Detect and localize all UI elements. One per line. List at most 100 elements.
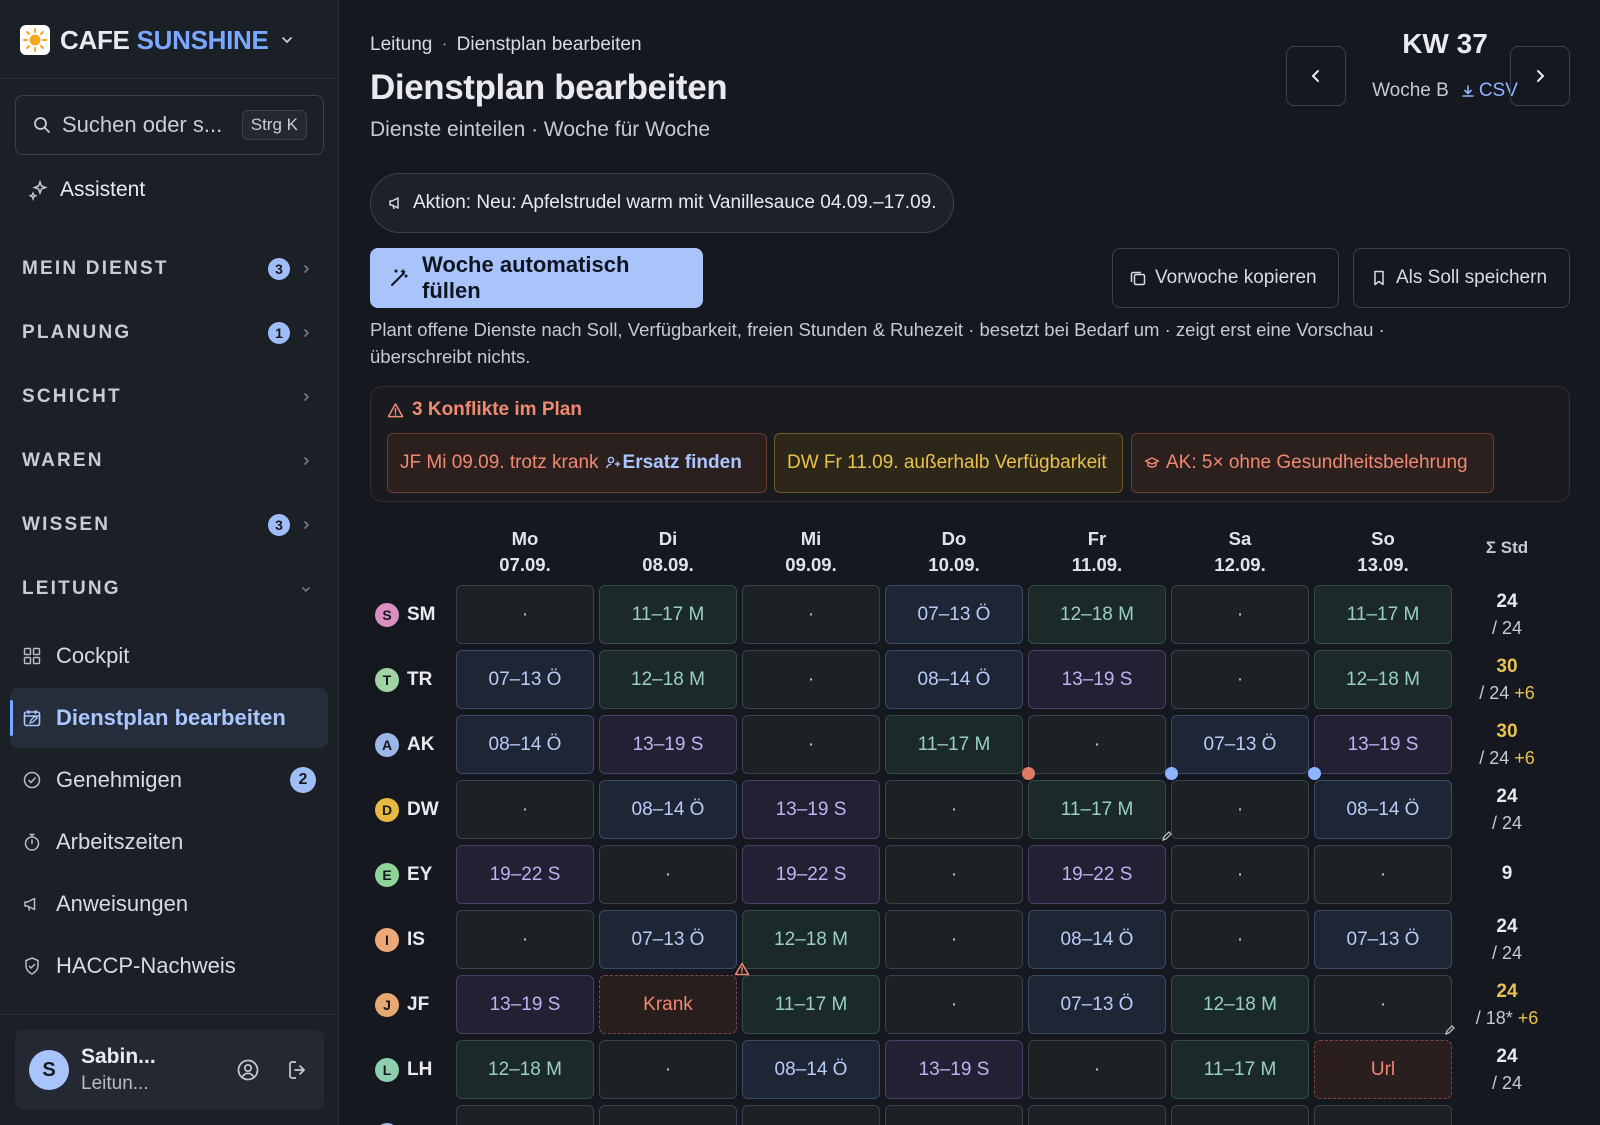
next-week-button[interactable]: [1510, 46, 1570, 106]
day-header: Fr 11.09.: [1028, 526, 1166, 578]
shift-cell[interactable]: 11–17 M: [742, 975, 880, 1034]
shift-cell[interactable]: ·: [599, 845, 737, 904]
sidebar-item-genehmigen[interactable]: Genehmigen 2: [10, 750, 328, 810]
shift-cell[interactable]: ·: [1028, 1040, 1166, 1099]
sidebar-item-cockpit[interactable]: Cockpit: [10, 626, 328, 686]
shift-cell[interactable]: ·: [1171, 650, 1309, 709]
shift-cell[interactable]: 08–14 Ö: [885, 650, 1023, 709]
save-as-target-button[interactable]: Als Soll speichern: [1353, 248, 1570, 308]
sidebar-section-schicht[interactable]: SCHICHT: [22, 382, 314, 412]
shift-cell[interactable]: ·: [885, 845, 1023, 904]
shift-cell[interactable]: 07–13 Ö: [456, 650, 594, 709]
shift-cell[interactable]: 13–19 S: [885, 1040, 1023, 1099]
shift-cell[interactable]: 07–13 Ö: [1171, 715, 1309, 774]
shift-cell[interactable]: ·: [1314, 975, 1452, 1034]
shift-cell[interactable]: 19–22 S: [456, 845, 594, 904]
shift-cell[interactable]: 08–14 Ö: [1028, 910, 1166, 969]
section-label: LEITUNG: [22, 578, 121, 599]
shift-cell[interactable]: 11–17 M: [1171, 1040, 1309, 1099]
shift-cell[interactable]: 12–18 M: [1028, 585, 1166, 644]
shift-cell[interactable]: 11–17 M: [1028, 780, 1166, 839]
shift-cell[interactable]: 07–13 Ö: [1028, 975, 1166, 1034]
shift-cell[interactable]: ·: [456, 910, 594, 969]
shift-cell[interactable]: 12–18 M: [456, 1040, 594, 1099]
sidebar-section-waren[interactable]: WAREN: [22, 446, 314, 476]
shift-cell[interactable]: ·: [742, 650, 880, 709]
logout-icon[interactable]: [286, 1058, 310, 1082]
copy-last-week-button[interactable]: Vorwoche kopieren: [1112, 248, 1339, 308]
shift-cell[interactable]: ·: [742, 715, 880, 774]
shift-cell[interactable]: 11–17 M: [1314, 585, 1452, 644]
conflict-chip[interactable]: JF Mi 09.09. trotz krank Ersatz finden: [387, 433, 767, 493]
find-replacement-link[interactable]: Ersatz finden: [605, 452, 742, 474]
shift-cell[interactable]: 19–22 S: [742, 845, 880, 904]
shift-cell[interactable]: [1314, 1105, 1452, 1125]
resize-handle-icon[interactable]: [1161, 830, 1173, 842]
shift-cell[interactable]: ·: [1171, 585, 1309, 644]
autofill-week-button[interactable]: Woche automatisch füllen: [370, 248, 703, 308]
shift-cell[interactable]: ·: [1171, 780, 1309, 839]
shift-cell[interactable]: 12–18 M: [1314, 650, 1452, 709]
csv-export-link[interactable]: CSV: [1461, 80, 1518, 102]
sidebar-item-anweisungen[interactable]: Anweisungen: [10, 874, 328, 934]
shift-cell[interactable]: [742, 1105, 880, 1125]
count-badge: 1: [268, 322, 290, 344]
shift-cell[interactable]: ·: [885, 910, 1023, 969]
shift-cell[interactable]: 11–17 M: [885, 715, 1023, 774]
shift-cell[interactable]: 12–18 M: [742, 910, 880, 969]
profile-icon[interactable]: [236, 1058, 260, 1082]
shift-cell[interactable]: ·: [1028, 715, 1166, 774]
assistant-link[interactable]: Assistent: [28, 178, 145, 202]
shift-cell[interactable]: Krank: [599, 975, 737, 1034]
shift-cell[interactable]: 07–13 Ö: [1314, 910, 1452, 969]
breadcrumb-item[interactable]: Leitung: [370, 34, 433, 55]
search-input[interactable]: Suchen oder s... Strg K: [15, 95, 324, 155]
sidebar-section-leitung[interactable]: LEITUNG: [22, 574, 314, 604]
shift-cell[interactable]: 13–19 S: [1314, 715, 1452, 774]
shift-cell[interactable]: ·: [1314, 845, 1452, 904]
previous-week-button[interactable]: [1286, 46, 1346, 106]
shift-cell[interactable]: 12–18 M: [1171, 975, 1309, 1034]
shift-cell[interactable]: 08–14 Ö: [1314, 780, 1452, 839]
shift-cell[interactable]: ·: [885, 975, 1023, 1034]
app-name-primary: CAFE: [60, 24, 130, 55]
shift-cell[interactable]: 08–14 Ö: [742, 1040, 880, 1099]
conflict-chip[interactable]: DW Fr 11.09. außerhalb Verfügbarkeit: [774, 433, 1123, 493]
warning-icon: [387, 402, 404, 419]
shift-cell[interactable]: [885, 1105, 1023, 1125]
shift-cell[interactable]: 13–19 S: [742, 780, 880, 839]
shift-cell[interactable]: ·: [1171, 910, 1309, 969]
save-label: Als Soll speichern: [1396, 267, 1548, 288]
resize-handle-icon[interactable]: [1444, 1024, 1456, 1036]
shift-cell[interactable]: 13–19 S: [599, 715, 737, 774]
sidebar-section-planung[interactable]: PLANUNG 1: [22, 318, 314, 348]
shift-cell[interactable]: ·: [456, 780, 594, 839]
shift-cell[interactable]: Url: [1314, 1040, 1452, 1099]
shift-cell[interactable]: 07–13 Ö: [885, 585, 1023, 644]
shift-cell[interactable]: ·: [456, 585, 594, 644]
shift-cell[interactable]: 12–18 M: [599, 650, 737, 709]
app-switcher[interactable]: CAFE SUNSHINE: [20, 22, 295, 58]
shift-cell[interactable]: 13–19 S: [1028, 650, 1166, 709]
shift-cell[interactable]: [1028, 1105, 1166, 1125]
shift-cell[interactable]: [599, 1105, 737, 1125]
shift-cell[interactable]: 13–19 S: [456, 975, 594, 1034]
shift-cell[interactable]: ·: [885, 780, 1023, 839]
shift-cell[interactable]: 11–17 M: [599, 585, 737, 644]
shift-cell[interactable]: 19–22 S: [1028, 845, 1166, 904]
shift-cell[interactable]: [456, 1105, 594, 1125]
shift-cell[interactable]: ·: [742, 585, 880, 644]
conflict-chip[interactable]: AK: 5× ohne Gesundheitsbelehrung: [1131, 433, 1494, 493]
shift-cell[interactable]: ·: [1171, 845, 1309, 904]
sidebar-item-dienstplan-bearbeiten[interactable]: Dienstplan bearbeiten: [10, 688, 328, 748]
shift-cell[interactable]: 08–14 Ö: [456, 715, 594, 774]
shift-cell[interactable]: 07–13 Ö: [599, 910, 737, 969]
shift-cell[interactable]: [1171, 1105, 1309, 1125]
sidebar-item-arbeitszeiten[interactable]: Arbeitszeiten: [10, 812, 328, 872]
sidebar-section-wissen[interactable]: WISSEN 3: [22, 510, 314, 540]
check-circle-icon: [22, 770, 42, 790]
shift-cell[interactable]: 08–14 Ö: [599, 780, 737, 839]
sidebar-item-haccp-nachweis[interactable]: HACCP-Nachweis: [10, 936, 328, 996]
sidebar-section-mein-dienst[interactable]: MEIN DIENST 3: [22, 254, 314, 284]
shift-cell[interactable]: ·: [599, 1040, 737, 1099]
